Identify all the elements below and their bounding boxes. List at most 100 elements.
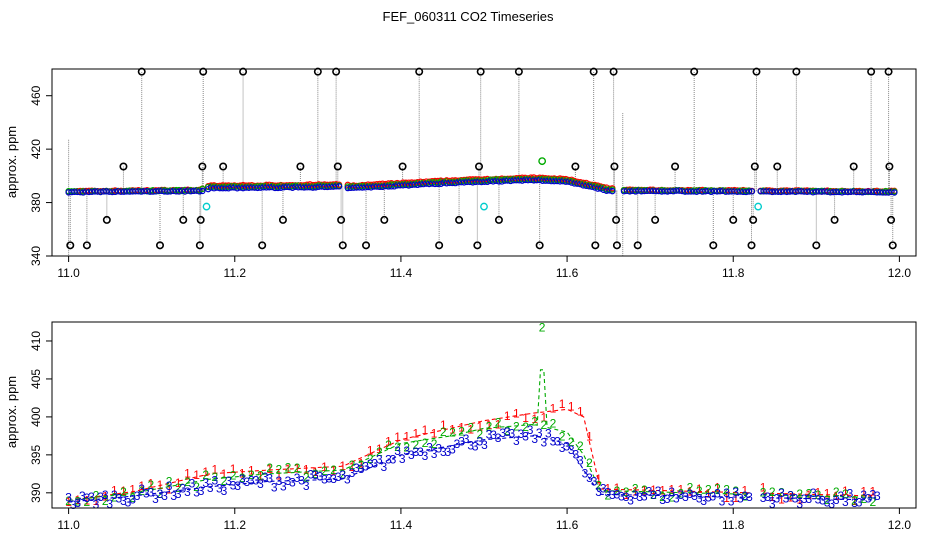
series-3-marker: 3 [157,487,164,501]
outlier-point [82,241,91,250]
series-3-marker: 3 [490,428,497,442]
series-3-marker: 3 [691,489,698,503]
series-3-marker: 3 [801,492,808,506]
baseline-point [763,188,770,195]
series-2-marker: 2 [458,425,465,439]
series-2-marker: 2 [742,489,749,503]
series-2-marker: 2 [659,490,666,504]
series-3-marker: 3 [257,477,264,491]
series-3-marker: 3 [737,491,744,505]
series-2-marker: 2 [221,474,228,488]
series-2-marker: 2 [111,491,118,505]
baseline-point [158,187,165,195]
series-3-marker: 3 [230,479,237,493]
baseline-point [850,188,857,195]
series-2-marker: 2 [440,425,447,439]
series-3-marker: 3 [554,434,561,448]
outlier-point [709,241,718,250]
series-1-marker: 1 [550,402,557,416]
series-3-marker: 3 [143,486,150,500]
series-1-marker: 1 [787,490,794,504]
panel-bottom-y-tick-label: 390 [29,482,43,502]
series-2-marker: 2 [824,493,831,507]
baseline-point [609,187,616,195]
baseline-point [141,187,148,195]
series-2-marker: 2 [266,461,273,475]
series-1-marker: 1 [285,462,292,476]
baseline-point [795,188,802,195]
series-3-marker: 3 [449,442,456,456]
baseline-point [806,188,814,195]
series-3-marker: 3 [289,475,296,489]
series-3-marker: 3 [394,444,401,458]
series-3-marker: 3 [413,445,420,459]
series-3-marker: 3 [742,489,749,503]
baseline-point [687,188,695,195]
series-2-marker: 2 [732,484,739,498]
series-3-marker: 3 [65,491,72,505]
baseline-point [827,189,834,196]
baseline-point [635,187,642,194]
series-3-marker: 3 [577,453,584,467]
baseline-point [830,188,837,196]
series-3-marker: 3 [134,489,141,503]
series-3-marker: 3 [499,426,506,440]
series-1-marker: 1 [796,493,803,507]
series-3-marker: 3 [84,491,91,505]
series-3-marker: 3 [330,472,337,486]
baseline-point [161,188,168,195]
baseline-point [844,188,852,196]
series-3-marker: 3 [609,488,616,502]
series-2-marker: 2 [312,467,319,481]
panel-top-x-tick-label: 11.6 [556,266,579,280]
series-3-marker: 3 [582,466,589,480]
outlier-point [137,67,146,76]
series-3-marker: 3 [545,426,552,440]
series-3-marker: 3 [659,493,666,507]
series-3-marker: 3 [769,497,776,511]
baseline-point [696,187,703,195]
series-3-marker: 3 [495,431,502,445]
baseline-point [164,188,171,195]
series-3-marker: 3 [102,488,109,502]
series-3-marker: 3 [184,485,191,499]
series-3-marker: 3 [353,461,360,475]
series-1-marker: 1 [248,464,255,478]
baseline-point [114,188,122,195]
panel-top-frame [51,68,917,257]
panel-bottom-marks: 1 1 1 1 1 1 1 1 1 1 1 1 11 1 1 1 1 1 1 1 11 1 1 1 1 1 1 1 1 1 11 11 1 1 1 1… [65,320,881,512]
outlier-point [830,215,839,224]
series-3-marker: 3 [513,434,520,448]
series-2-marker: 2 [522,420,529,434]
series-3-marker: 3 [559,441,566,455]
series-2-marker: 2 [394,440,401,454]
series-1-marker: 1 [723,491,730,505]
series-3-marker: 3 [216,482,223,496]
series-1-marker: 1 [221,467,228,481]
baseline-point [835,188,843,196]
series-1-marker: 1 [449,422,456,436]
outlier-point [476,67,485,76]
baseline-point [152,188,160,195]
baseline-point [135,188,142,195]
series-1-marker: 1 [422,423,429,437]
baseline-point [106,188,113,195]
baseline-point [853,188,860,196]
series-1-marker: 1 [129,482,136,496]
series-2-marker: 2 [668,490,675,504]
series-2-marker: 2 [504,424,511,438]
series-1-marker: 1 [84,494,91,508]
series-2-marker: 2 [540,418,547,432]
series-1-marker: 1 [760,480,767,494]
series-2-marker: 2 [495,416,502,430]
outlier-point [475,162,484,171]
panel-bottom-x-tick-label: 11.8 [722,518,745,532]
series-3-marker: 3 [403,444,410,458]
baseline-point [82,188,90,195]
series-2-marker: 2 [723,482,730,496]
series-3-marker: 3 [207,481,214,495]
series-3-marker: 3 [303,479,310,493]
series-2-marker: 2 [148,478,155,492]
series-3-marker: 3 [568,443,575,457]
series-3-marker: 3 [106,497,113,511]
